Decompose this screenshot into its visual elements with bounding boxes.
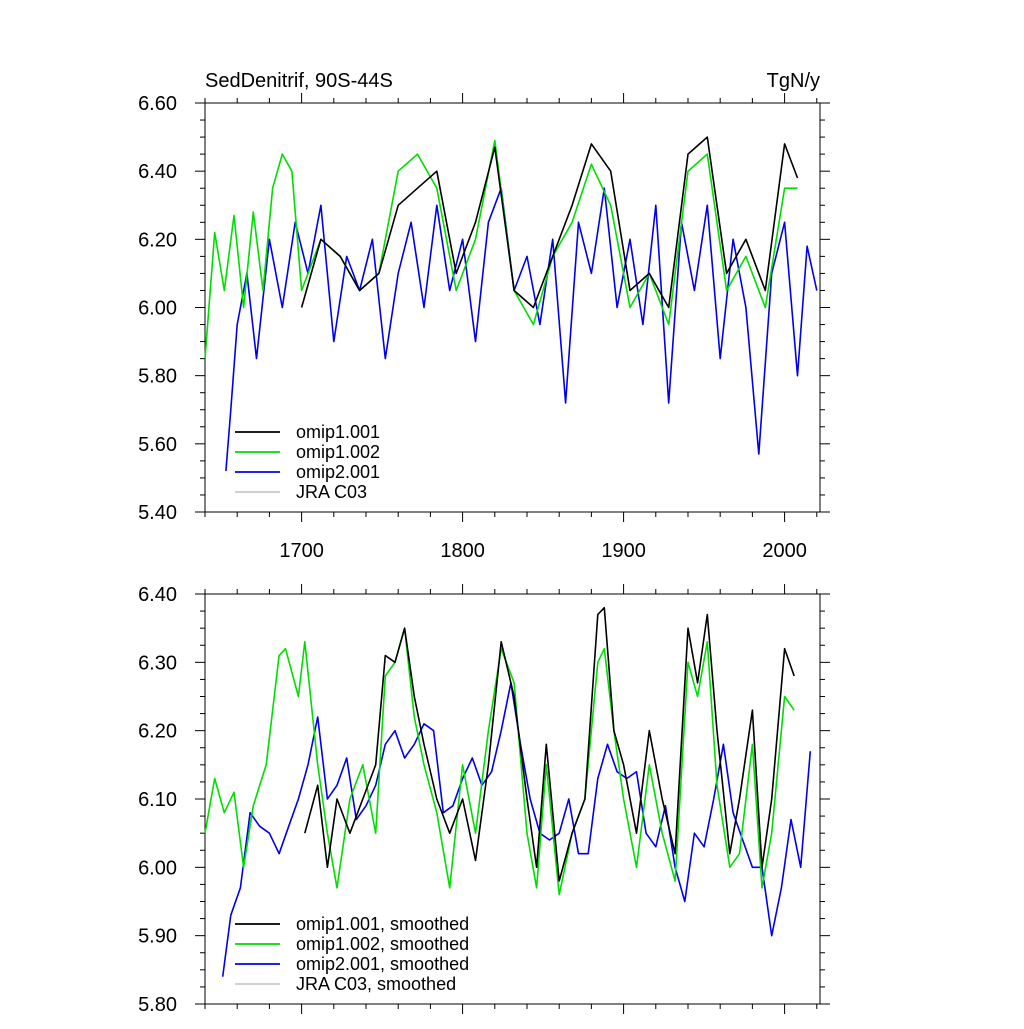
y-tick-label: 6.60 [138, 93, 177, 115]
legend-label: omip1.001 [296, 422, 380, 442]
chart-title: SedDenitrif, 90S-44S [205, 70, 393, 92]
x-tick-label: 1800 [440, 540, 485, 562]
y-tick-label: 5.40 [138, 502, 177, 524]
series-line-omip1-001 [300, 136, 799, 309]
series-line-omip1-001-smoothed [304, 606, 795, 882]
chart-units: TgN/y [767, 70, 820, 92]
legend-label: JRA C03, smoothed [296, 974, 456, 994]
legend-label: omip1.001, smoothed [296, 914, 469, 934]
y-tick-label: 5.80 [138, 994, 177, 1016]
panel-2: 5.80 5.90 6.00 6.10 6.20 6.30 6.40 omip1.001, s… [138, 584, 830, 1016]
y-tick-label: 5.60 [138, 434, 177, 456]
legend-label: JRA C03 [296, 482, 367, 502]
series-line-omip1-002 [204, 139, 798, 359]
legend-label: omip1.002 [296, 442, 380, 462]
series-line-omip1-002-smoothed [204, 627, 795, 896]
panel-1: 5.40 5.60 5.80 6.00 6.20 6.40 6.60 1700 1800 1900… [138, 70, 830, 562]
y-tick-label: 5.80 [138, 366, 177, 388]
x-tick-label: 1900 [601, 540, 646, 562]
legend-label: omip2.001 [296, 462, 380, 482]
x-tick-label: 2000 [762, 540, 807, 562]
x-tick-label: 1700 [279, 540, 324, 562]
y-tick-label: 6.10 [138, 789, 177, 811]
legend-label: omip1.002, smoothed [296, 934, 469, 954]
y-tick-label: 6.40 [138, 584, 177, 606]
legend-label: omip2.001, smoothed [296, 954, 469, 974]
y-tick-label: 6.00 [138, 857, 177, 879]
y-tick-label: 6.20 [138, 229, 177, 251]
y-tick-label: 6.00 [138, 298, 177, 320]
y-tick-label: 6.20 [138, 721, 177, 743]
y-tick-label: 5.90 [138, 926, 177, 948]
y-tick-label: 6.30 [138, 652, 177, 674]
y-tick-label: 6.40 [138, 161, 177, 183]
